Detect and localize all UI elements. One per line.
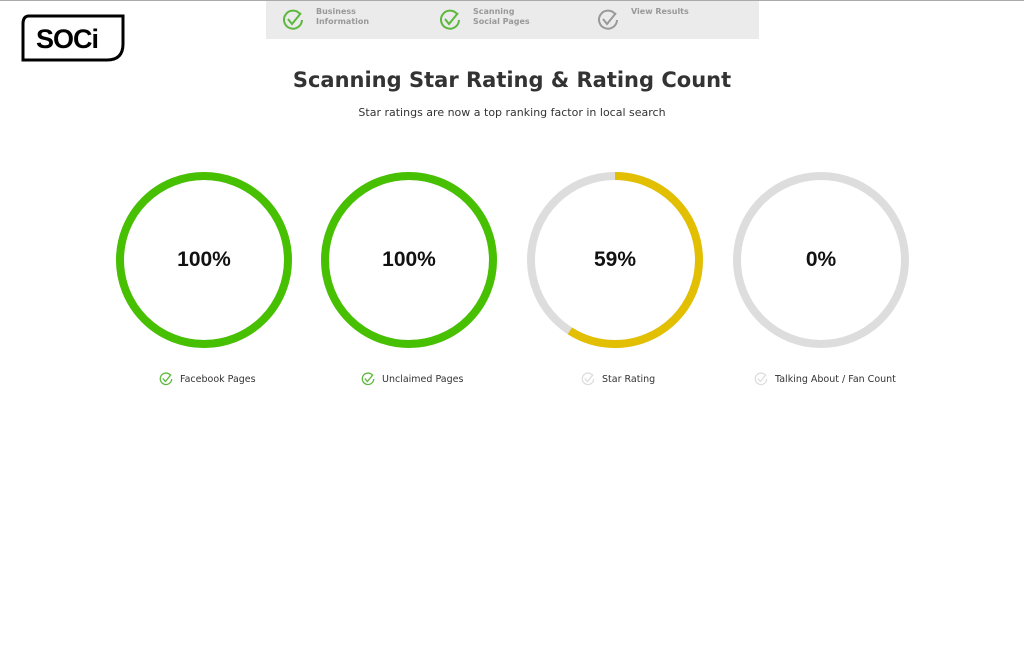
gauge-percent: 59% [593,248,637,271]
soci-logo[interactable]: SOCi [19,14,125,62]
ring-progress [321,172,497,348]
label-star-rating: Star Rating [581,372,655,386]
step-label: Business Information [316,7,370,26]
label-facebook-pages: Facebook Pages [159,372,256,386]
step-label: Scanning Social Pages [473,7,530,26]
top-border [0,0,1024,1]
svg-text:SOCi: SOCi [36,24,98,54]
check-circle-icon [159,372,173,386]
gauge-label: Star Rating [602,373,656,385]
gauge-label: Talking About / Fan Count [775,373,896,385]
progress-ring [527,172,703,348]
gauge-fan-count: 0% [733,172,909,348]
check-circle-icon [581,372,595,386]
check-circle-icon [440,9,460,30]
check-circle-icon [598,9,618,30]
ring-track [733,172,909,348]
gauge-percent: 100% [382,248,436,271]
step-view-results: View Results [597,7,701,31]
gauge-unclaimed-pages: 100% [321,172,497,348]
ring-progress [116,172,292,348]
progress-ring [116,172,292,348]
check-circle-icon [283,9,303,30]
label-fan-count: Talking About / Fan Count [754,372,896,386]
gauge-label: Unclaimed Pages [382,373,464,385]
step-business-information: Business Information [282,7,386,31]
step-scanning-social-pages: Scanning Social Pages [439,7,543,31]
progress-ring [321,172,497,348]
ring-progress [527,172,703,348]
progress-ring [733,172,909,348]
gauge-percent: 100% [177,248,231,271]
gauge-facebook-pages: 100% [116,172,292,348]
page-title: Scanning Star Rating & Rating Count [292,68,732,92]
step-label: View Results [631,7,689,16]
progress-steps: Business Information Scanning Social Pag… [266,1,759,39]
check-circle-icon [754,372,768,386]
page-subtitle: Star ratings are now a top ranking facto… [358,106,666,119]
label-unclaimed-pages: Unclaimed Pages [361,372,463,386]
check-circle-icon [361,372,375,386]
gauge-label: Facebook Pages [180,373,256,385]
gauge-star-rating: 59% [527,172,703,348]
gauge-percent: 0% [805,248,837,271]
